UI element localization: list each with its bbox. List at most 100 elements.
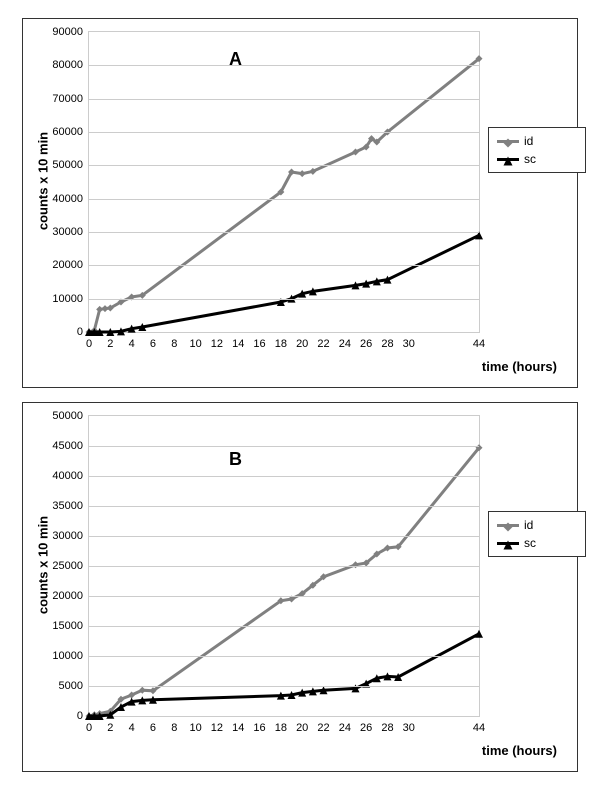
x-tick-label: 22 <box>317 332 329 350</box>
panel-label-a: A <box>229 49 242 70</box>
gridline <box>89 566 479 567</box>
legend-line-icon <box>497 542 519 545</box>
gridline <box>89 476 479 477</box>
series-marker-id <box>96 306 103 313</box>
x-tick-label: 0 <box>86 716 92 734</box>
x-tick-label: 6 <box>150 716 156 734</box>
x-tick-label: 10 <box>189 332 201 350</box>
gridline <box>89 99 479 100</box>
y-tick-label: 10000 <box>52 293 89 305</box>
x-tick-label: 28 <box>381 332 393 350</box>
y-tick-label: 40000 <box>52 470 89 482</box>
x-tick-label: 2 <box>107 716 113 734</box>
panel-label-b: B <box>229 449 242 470</box>
y-tick-label: 15000 <box>52 620 89 632</box>
x-tick-label: 12 <box>211 332 223 350</box>
y-tick-label: 60000 <box>52 126 89 138</box>
legend-item-id: id <box>497 132 577 150</box>
legend-item-id: id <box>497 516 577 534</box>
gridline <box>89 199 479 200</box>
legend-line-icon <box>497 524 519 527</box>
x-tick-label: 26 <box>360 332 372 350</box>
x-tick-label: 6 <box>150 332 156 350</box>
x-tick-label: 24 <box>339 332 351 350</box>
y-tick-label: 35000 <box>52 500 89 512</box>
x-tick-label: 4 <box>129 332 135 350</box>
gridline <box>89 265 479 266</box>
x-tick-label: 10 <box>189 716 201 734</box>
x-tick-label: 8 <box>171 332 177 350</box>
legend-item-sc: sc <box>497 150 577 168</box>
legend-b: id sc <box>488 511 586 557</box>
y-tick-label: 90000 <box>52 26 89 38</box>
y-tick-label: 10000 <box>52 650 89 662</box>
series-marker-id <box>101 305 108 312</box>
chart-panel-b: 0 5000 10000 15000 20000 25000 30000 35000 40000… <box>22 402 578 772</box>
chart-panel-a: 0 10000 20000 30000 40000 50000 60000 70000 8000… <box>22 18 578 388</box>
x-tick-label: 14 <box>232 332 244 350</box>
x-tick-label: 12 <box>211 716 223 734</box>
gridline <box>89 656 479 657</box>
x-axis-label-b: time (hours) <box>482 743 557 758</box>
y-tick-label: 20000 <box>52 590 89 602</box>
x-tick-label: 16 <box>253 332 265 350</box>
y-tick-label: 40000 <box>52 193 89 205</box>
legend-a: id sc <box>488 127 586 173</box>
y-tick-label: 25000 <box>52 560 89 572</box>
x-axis-label-a: time (hours) <box>482 359 557 374</box>
legend-label: id <box>524 134 533 148</box>
y-tick-label: 80000 <box>52 59 89 71</box>
x-tick-label: 30 <box>403 716 415 734</box>
y-tick-label: 5000 <box>59 680 89 692</box>
gridline <box>89 536 479 537</box>
x-tick-label: 2 <box>107 332 113 350</box>
y-axis-label-b: counts x 10 min <box>36 516 51 614</box>
gridline <box>89 626 479 627</box>
x-tick-label: 18 <box>275 332 287 350</box>
plot-area-a: 0100002000030000400005000060000700008000… <box>88 31 480 333</box>
series-line-sc <box>89 235 479 332</box>
legend-item-sc: sc <box>497 534 577 552</box>
y-tick-label: 70000 <box>52 93 89 105</box>
series-marker-id <box>299 170 306 177</box>
gridline <box>89 165 479 166</box>
x-tick-label: 22 <box>317 716 329 734</box>
x-tick-label: 14 <box>232 716 244 734</box>
gridline <box>89 299 479 300</box>
x-tick-label: 20 <box>296 716 308 734</box>
x-tick-label: 4 <box>129 716 135 734</box>
x-tick-label: 44 <box>473 332 485 350</box>
y-axis-label-a: counts x 10 min <box>36 132 51 230</box>
plot-area-b: 0500010000150002000025000300003500040000… <box>88 415 480 717</box>
legend-label: id <box>524 518 533 532</box>
page: 0100002000030000400005000060000700008000… <box>0 0 600 790</box>
x-tick-label: 18 <box>275 716 287 734</box>
y-tick-label: 20000 <box>52 259 89 271</box>
series-line-id <box>89 448 479 716</box>
y-tick-label: 30000 <box>52 530 89 542</box>
gridline <box>89 686 479 687</box>
legend-label: sc <box>524 152 536 166</box>
gridline <box>89 446 479 447</box>
legend-line-icon <box>497 158 519 161</box>
x-tick-label: 0 <box>86 332 92 350</box>
x-tick-label: 28 <box>381 716 393 734</box>
x-tick-label: 26 <box>360 716 372 734</box>
legend-label: sc <box>524 536 536 550</box>
x-tick-label: 24 <box>339 716 351 734</box>
x-tick-label: 16 <box>253 716 265 734</box>
legend-line-icon <box>497 140 519 143</box>
gridline <box>89 506 479 507</box>
series-line-id <box>89 59 479 332</box>
chart-svg-a <box>89 32 479 332</box>
series-line-sc <box>89 634 479 716</box>
y-tick-label: 50000 <box>52 410 89 422</box>
y-tick-label: 50000 <box>52 159 89 171</box>
x-tick-label: 8 <box>171 716 177 734</box>
y-tick-label: 30000 <box>52 226 89 238</box>
y-tick-label: 45000 <box>52 440 89 452</box>
gridline <box>89 232 479 233</box>
gridline <box>89 132 479 133</box>
gridline <box>89 596 479 597</box>
gridline <box>89 65 479 66</box>
